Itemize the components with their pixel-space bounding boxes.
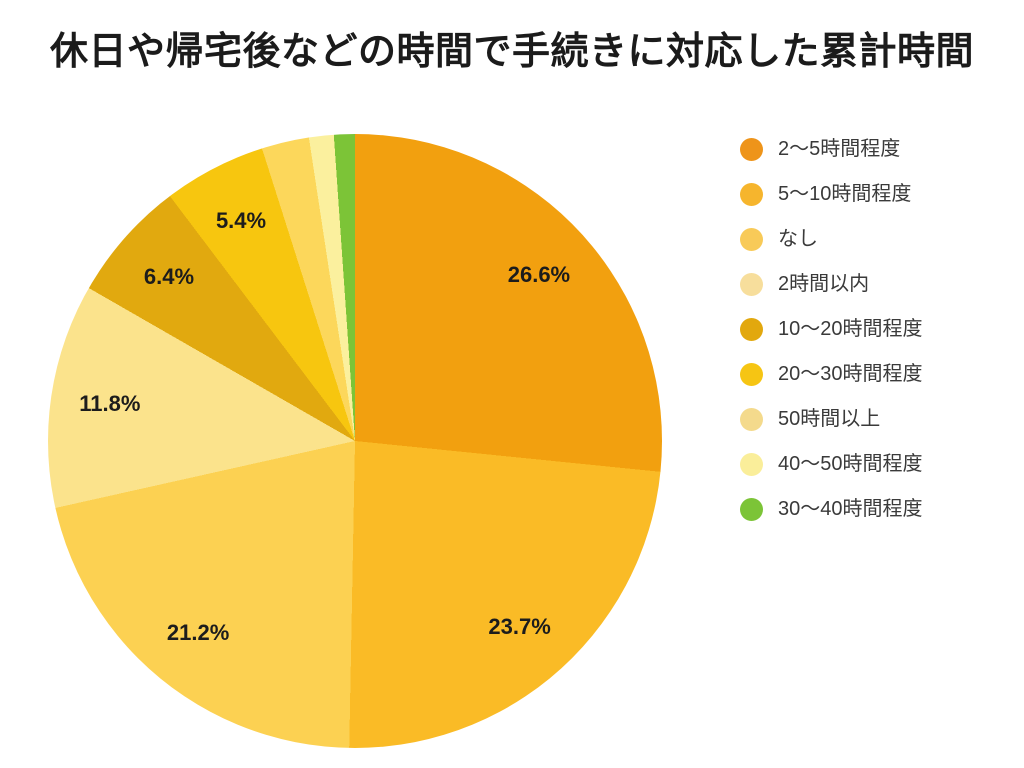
legend-color-dot-icon — [740, 497, 763, 521]
pie-chart: 26.6% 23.7% 21.2% 11.8% 6.4% 5.4% — [48, 134, 662, 748]
pie-slice-label: 23.7% — [488, 613, 551, 639]
legend-color-dot-icon — [740, 317, 763, 341]
legend-item-label: 2時間以内 — [778, 273, 870, 295]
legend-item-label: 40〜50時間程度 — [778, 453, 923, 475]
chart-title: 休日や帰宅後などの時間で手続きに対応した累計時間 — [49, 31, 974, 73]
legend-item: 2時間以内 — [740, 272, 923, 296]
legend-item-label: 20〜30時間程度 — [778, 363, 923, 385]
legend-item: 5〜10時間程度 — [740, 182, 923, 206]
legend-color-dot-icon — [740, 407, 763, 431]
legend-item: 30〜40時間程度 — [740, 497, 923, 521]
legend: 2〜5時間程度 5〜10時間程度 なし 2時間以内 10〜20時間程度 20〜30時間程度… — [740, 137, 923, 542]
legend-item-label: 30〜40時間程度 — [778, 498, 923, 520]
legend-item-label: なし — [778, 228, 818, 250]
legend-item: なし — [740, 227, 923, 251]
legend-item: 10〜20時間程度 — [740, 317, 923, 341]
legend-color-dot-icon — [740, 362, 763, 386]
legend-color-dot-icon — [740, 452, 763, 476]
legend-item: 20〜30時間程度 — [740, 362, 923, 386]
pie-slice-label: 26.6% — [507, 261, 571, 287]
legend-color-dot-icon — [740, 272, 763, 296]
legend-color-dot-icon — [740, 227, 763, 251]
legend-item-label: 5〜10時間程度 — [778, 183, 912, 205]
legend-item: 40〜50時間程度 — [740, 452, 923, 476]
legend-item: 50時間以上 — [740, 407, 923, 431]
pie-slice-label: 11.8% — [79, 390, 141, 416]
legend-color-dot-icon — [740, 182, 763, 206]
pie-slice-label: 21.2% — [166, 620, 230, 646]
legend-color-dot-icon — [740, 137, 763, 161]
legend-item-label: 2〜5時間程度 — [778, 138, 901, 160]
pie-slice-label: 6.4% — [143, 263, 195, 289]
legend-item-label: 50時間以上 — [778, 408, 881, 430]
legend-item-label: 10〜20時間程度 — [778, 318, 923, 340]
legend-item: 2〜5時間程度 — [740, 137, 923, 161]
pie-slice-label: 5.4% — [215, 207, 267, 233]
